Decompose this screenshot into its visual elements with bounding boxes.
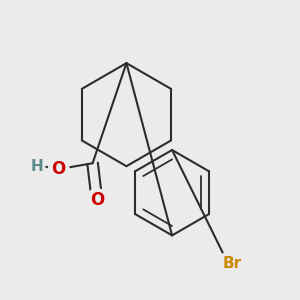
Text: Br: Br	[223, 256, 242, 271]
Circle shape	[28, 158, 45, 174]
Circle shape	[48, 159, 69, 179]
Text: O: O	[90, 191, 104, 209]
Circle shape	[86, 189, 108, 211]
Text: H: H	[30, 159, 43, 174]
Circle shape	[219, 250, 246, 277]
Text: O: O	[52, 160, 66, 178]
